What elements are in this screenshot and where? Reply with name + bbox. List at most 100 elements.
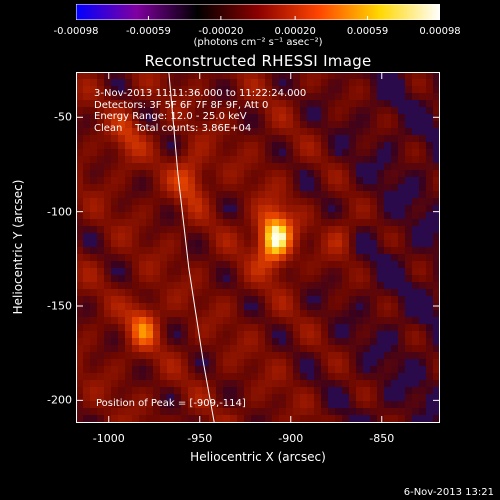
heatmap-cell xyxy=(237,247,245,255)
heatmap-cell xyxy=(384,233,392,241)
heatmap-cell xyxy=(419,415,427,423)
heatmap-cell xyxy=(230,72,238,80)
heatmap-cell xyxy=(244,163,252,171)
heatmap-cell xyxy=(321,247,329,255)
heatmap-cell xyxy=(356,387,364,395)
heatmap-cell xyxy=(125,184,133,192)
heatmap-cell xyxy=(335,170,343,178)
heatmap-cell xyxy=(265,268,273,276)
heatmap-cell xyxy=(209,324,217,332)
heatmap-cell xyxy=(307,324,315,332)
heatmap-cell xyxy=(321,387,329,395)
heatmap-cell xyxy=(272,170,280,178)
heatmap-cell xyxy=(321,233,329,241)
heatmap-cell xyxy=(202,240,210,248)
heatmap-cell xyxy=(405,366,413,374)
heatmap-cell xyxy=(258,226,266,234)
heatmap-cell xyxy=(160,86,168,94)
heatmap-cell xyxy=(230,366,238,374)
heatmap-cell xyxy=(426,219,434,227)
heatmap-cell xyxy=(90,317,98,325)
heatmap-cell xyxy=(412,135,420,143)
heatmap-cell xyxy=(384,86,392,94)
heatmap-cell xyxy=(125,310,133,318)
heatmap-cell xyxy=(258,79,266,87)
heatmap-cell xyxy=(384,317,392,325)
heatmap-cell xyxy=(265,198,273,206)
heatmap-cell xyxy=(111,72,119,80)
heatmap-cell xyxy=(125,415,133,423)
heatmap-cell xyxy=(146,415,154,423)
heatmap-cell xyxy=(195,93,203,101)
heatmap-cell xyxy=(237,212,245,220)
heatmap-cell xyxy=(377,226,385,234)
heatmap-cell xyxy=(349,282,357,290)
heatmap-cell xyxy=(314,282,322,290)
heatmap-cell xyxy=(146,114,154,122)
heatmap-cell xyxy=(125,198,133,206)
heatmap-cell xyxy=(118,296,126,304)
heatmap-cell xyxy=(419,156,427,164)
heatmap-cell xyxy=(279,373,287,381)
heatmap-cell xyxy=(419,247,427,255)
heatmap-cell xyxy=(132,345,140,353)
heatmap-cell xyxy=(398,219,406,227)
heatmap-cell xyxy=(258,233,266,241)
heatmap-cell xyxy=(111,128,119,136)
heatmap-cell xyxy=(384,338,392,346)
heatmap-cell xyxy=(146,254,154,262)
heatmap-cell xyxy=(342,79,350,87)
heatmap-cell xyxy=(237,296,245,304)
heatmap-cell xyxy=(426,128,434,136)
heatmap-cell xyxy=(314,128,322,136)
heatmap-cell xyxy=(223,198,231,206)
heatmap-cell xyxy=(195,296,203,304)
heatmap-cell xyxy=(146,177,154,185)
heatmap-cell xyxy=(377,240,385,248)
heatmap-cell xyxy=(307,233,315,241)
heatmap-cell xyxy=(139,240,147,248)
heatmap-cell xyxy=(167,331,175,339)
heatmap-cell xyxy=(90,415,98,423)
heatmap-cell xyxy=(300,156,308,164)
heatmap-cell xyxy=(377,359,385,367)
heatmap-cell xyxy=(160,338,168,346)
heatmap-cell xyxy=(167,359,175,367)
heatmap-cell xyxy=(83,163,91,171)
heatmap-cell xyxy=(370,387,378,395)
heatmap-cell xyxy=(153,163,161,171)
heatmap-cell xyxy=(300,317,308,325)
heatmap-cell xyxy=(356,331,364,339)
heatmap-cell xyxy=(83,380,91,388)
heatmap-cell xyxy=(153,212,161,220)
heatmap-cell xyxy=(223,184,231,192)
heatmap-cell xyxy=(314,149,322,157)
heatmap-cell xyxy=(391,121,399,129)
heatmap-cell xyxy=(433,156,440,164)
heatmap-cell xyxy=(370,86,378,94)
heatmap-cell xyxy=(153,135,161,143)
heatmap-cell xyxy=(160,198,168,206)
heatmap-cell xyxy=(370,212,378,220)
heatmap-cell xyxy=(76,338,84,346)
heatmap-cell xyxy=(335,191,343,199)
heatmap-cell xyxy=(76,317,84,325)
heatmap-cell xyxy=(90,352,98,360)
heatmap-cell xyxy=(251,296,259,304)
heatmap-cell xyxy=(363,401,371,409)
heatmap-cell xyxy=(405,394,413,402)
heatmap-cell xyxy=(265,415,273,423)
heatmap-cell xyxy=(335,72,343,80)
heatmap-cell xyxy=(356,296,364,304)
heatmap-cell xyxy=(349,415,357,423)
heatmap-cell xyxy=(223,177,231,185)
heatmap-cell xyxy=(90,261,98,269)
heatmap-cell xyxy=(293,86,301,94)
heatmap-cell xyxy=(230,401,238,409)
heatmap-cell xyxy=(195,156,203,164)
heatmap-cell xyxy=(405,408,413,416)
heatmap-cell xyxy=(363,331,371,339)
heatmap-cell xyxy=(132,338,140,346)
heatmap-cell xyxy=(363,247,371,255)
heatmap-cell xyxy=(272,338,280,346)
